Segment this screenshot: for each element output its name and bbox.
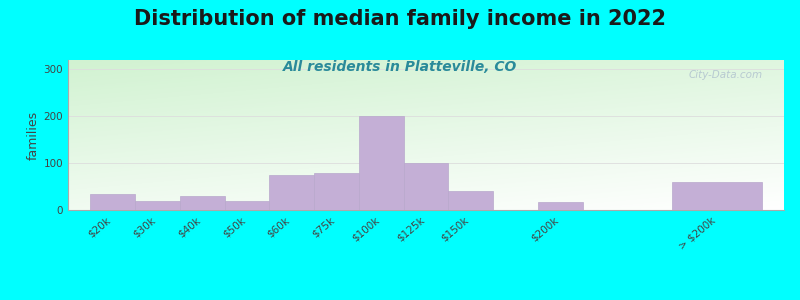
Bar <box>180 196 225 210</box>
Bar <box>404 163 448 210</box>
Bar <box>135 201 180 210</box>
Bar <box>314 172 359 210</box>
Bar <box>359 116 404 210</box>
Bar <box>225 201 270 210</box>
Text: City-Data.com: City-Data.com <box>688 70 762 80</box>
Y-axis label: families: families <box>26 110 39 160</box>
Bar <box>90 194 135 210</box>
Bar <box>270 175 314 210</box>
Text: All residents in Platteville, CO: All residents in Platteville, CO <box>283 60 517 74</box>
Bar <box>538 202 582 210</box>
Text: Distribution of median family income in 2022: Distribution of median family income in … <box>134 9 666 29</box>
Bar <box>448 191 493 210</box>
Bar <box>672 182 762 210</box>
